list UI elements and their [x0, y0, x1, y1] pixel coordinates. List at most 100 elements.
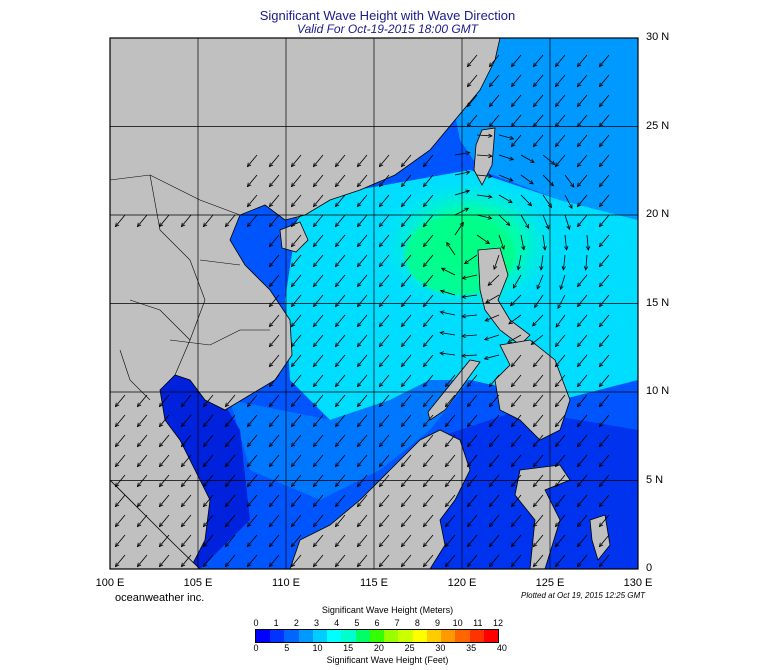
wave-arrow-head — [459, 221, 464, 227]
wave-arrow-head — [554, 442, 560, 448]
wave-arrow-head — [158, 402, 164, 408]
wave-arrow-head — [334, 382, 340, 388]
wave-arrow — [313, 394, 324, 407]
wave-arrow — [203, 454, 214, 467]
wave-arrow-head — [356, 222, 362, 228]
wave-arrow-head — [136, 542, 142, 548]
wave-arrow — [454, 190, 470, 196]
wave-arrow-head — [488, 522, 494, 528]
wave-arrow — [335, 394, 346, 407]
wave-arrow — [542, 214, 550, 230]
wave-arrow-head — [598, 362, 604, 368]
wave-arrow-head — [356, 342, 362, 348]
wave-arrow-head — [598, 562, 604, 568]
wave-arrow — [291, 374, 302, 387]
wave-arrow — [423, 474, 434, 487]
wave-arrow — [379, 354, 390, 367]
wave-arrow-head — [400, 202, 406, 208]
wave-arrow — [423, 254, 434, 267]
wave-arrow-head — [509, 135, 515, 141]
wave-arrow-head — [510, 62, 516, 68]
wave-arrow-head — [466, 502, 472, 508]
land-hainan — [279, 221, 309, 253]
wave-arrow-head — [488, 122, 494, 128]
wave-arrow-head — [224, 462, 230, 468]
wave-arrow-head — [312, 182, 318, 188]
wave-arrow-head — [488, 562, 494, 568]
wave-arrow — [489, 54, 500, 67]
wave-arrow — [269, 414, 280, 427]
wave-arrow — [599, 394, 610, 407]
wave-arrow — [291, 254, 302, 267]
wave-arrow-head — [114, 542, 120, 548]
wave-arrow — [401, 454, 412, 467]
wave-arrow-head — [334, 182, 340, 188]
wave-arrow-head — [576, 222, 582, 228]
wave-arrow — [511, 494, 522, 507]
wave-arrow-head — [312, 262, 318, 268]
wave-arrow — [577, 374, 588, 387]
wave-arrow-head — [564, 246, 569, 251]
wave-arrow-head — [549, 181, 554, 187]
wave-arrow-head — [268, 422, 274, 428]
wave-arrow — [335, 274, 346, 287]
wave-arrow — [520, 154, 535, 163]
wave-arrow — [540, 254, 544, 270]
wave-arrow — [225, 494, 236, 507]
wave-arrow — [269, 374, 280, 387]
wave-arrow — [533, 414, 544, 427]
wave-arrow-head — [246, 162, 252, 168]
wave-arrow — [489, 494, 500, 507]
wave-arrow-head — [378, 382, 384, 388]
wave-arrow-head — [534, 303, 539, 309]
wave-arrow-head — [268, 462, 274, 468]
lon-label: 100 E — [95, 577, 125, 589]
wave-arrow-head — [465, 189, 471, 194]
wave-arrow — [313, 434, 324, 447]
wave-arrow — [379, 214, 390, 227]
wave-arrow-head — [422, 522, 428, 528]
wave-arrow-head — [290, 242, 296, 248]
wave-arrow-head — [246, 522, 252, 528]
wave-arrow — [467, 454, 478, 467]
wave-arrow-head — [422, 182, 428, 188]
land-sulawesi — [514, 464, 571, 569]
wave-arrow — [401, 494, 412, 507]
wave-arrow — [379, 514, 390, 527]
wave-arrow-head — [334, 562, 340, 568]
wave-arrow — [484, 354, 500, 360]
wave-arrow — [511, 554, 522, 567]
wave-arrow-head — [378, 542, 384, 548]
wave-arrow — [555, 134, 566, 147]
wave-arrow-head — [136, 562, 142, 568]
wave-arrow — [520, 214, 529, 229]
wave-arrow-head — [334, 522, 340, 528]
wave-arrow — [423, 494, 434, 507]
wave-arrow — [335, 214, 346, 227]
wave-arrow-head — [180, 562, 186, 568]
wave-arrow-head — [158, 442, 164, 448]
wave-arrow-head — [488, 402, 494, 408]
wave-arrow — [599, 214, 610, 227]
wave-arrow — [533, 434, 544, 447]
wave-arrow-head — [598, 382, 604, 388]
wave-arrow-head — [576, 322, 582, 328]
wave-arrow — [291, 214, 302, 227]
wave-arrow — [511, 354, 522, 367]
wave-arrow — [357, 274, 368, 287]
wave-arrow — [379, 334, 390, 347]
wave-arrow — [476, 154, 492, 157]
wave-arrow — [555, 94, 566, 107]
colorbar-swatch — [455, 630, 470, 642]
wave-arrow-head — [557, 304, 562, 310]
wave-arrow — [423, 414, 434, 427]
wave-arrow-head — [356, 322, 362, 328]
wave-arrow — [313, 214, 324, 227]
wave-arrow-head — [224, 502, 230, 508]
wave-arrow-head — [510, 122, 516, 128]
legend-feet-title: Significant Wave Height (Feet) — [326, 655, 449, 665]
wave-arrow — [269, 254, 280, 267]
wave-arrow-head — [444, 522, 450, 528]
wave-arrow-head — [461, 333, 466, 339]
wave-arrow — [555, 434, 566, 447]
